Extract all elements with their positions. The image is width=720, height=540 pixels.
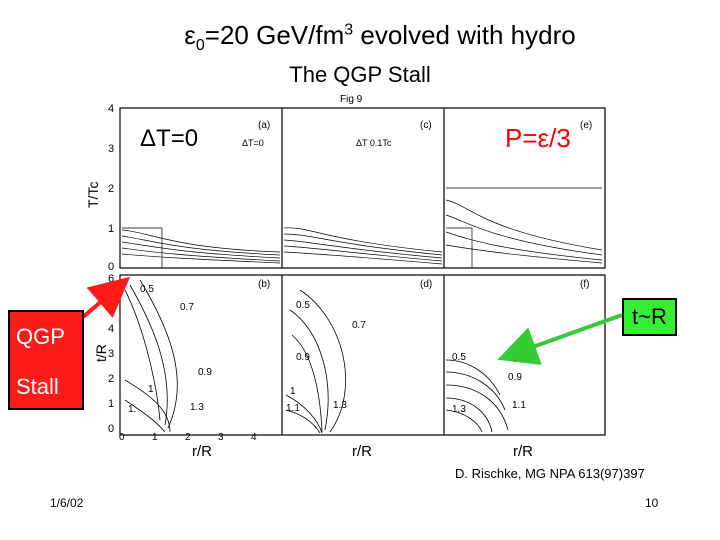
contour-labels-f: 0.5 0.7 0.9 1.1 1.3 xyxy=(452,352,526,415)
panel-a-curves xyxy=(121,227,281,268)
y-label-top: T/Tc xyxy=(85,182,101,208)
x-tick-1: 1 xyxy=(152,432,158,443)
panel-label-d: (d) xyxy=(420,279,432,290)
panel-e-curves xyxy=(445,187,603,268)
top-y-ticks: 4 3 2 1 0 xyxy=(108,103,114,273)
tick-top-1: 1 xyxy=(108,223,114,235)
tick-top-0: 0 xyxy=(108,261,114,273)
slide-title: ε0=20 GeV/fm3 evolved with hydro xyxy=(0,20,720,55)
tick-bottom-1: 1 xyxy=(108,398,114,410)
pressure-annotation: P=ε/3 xyxy=(505,123,571,153)
x-label-2: r/R xyxy=(352,443,372,460)
svg-text:0.7: 0.7 xyxy=(352,320,366,331)
svg-text:1.1: 1.1 xyxy=(512,400,526,411)
x-label-3: r/R xyxy=(513,443,533,460)
svg-text:1.1: 1.1 xyxy=(286,403,300,414)
t-r-arrow xyxy=(497,313,623,366)
delta-t-annotation: ΔT=0 xyxy=(140,125,199,152)
citation: D. Rischke, MG NPA 613(97)397 xyxy=(455,466,645,481)
bottom-row-frame xyxy=(119,274,606,436)
svg-text:1.: 1. xyxy=(128,404,136,415)
x-tick-2: 2 xyxy=(185,432,191,443)
title-subscript: 0 xyxy=(195,37,205,55)
page-number: 10 xyxy=(645,496,659,510)
panel-label-a: (a) xyxy=(258,120,270,131)
y-label-bottom: t/R xyxy=(93,344,109,362)
svg-text:1: 1 xyxy=(290,386,296,397)
tick-bottom-6: 6 xyxy=(108,273,114,285)
x-tick-4: 4 xyxy=(251,432,257,443)
x-tick-0: 0 xyxy=(119,432,125,443)
panel-param-a: ΔT=0 xyxy=(242,138,264,148)
svg-text:1.3: 1.3 xyxy=(190,402,204,413)
panel-label-c: (c) xyxy=(420,120,432,131)
panel-label-b: (b) xyxy=(258,279,270,290)
panel-label-e: (e) xyxy=(580,120,592,131)
panel-label-f: (f) xyxy=(580,279,589,290)
panel-c-curves xyxy=(283,227,443,265)
t-r-callout: t~R xyxy=(622,298,677,336)
svg-text:0.9: 0.9 xyxy=(198,367,212,378)
panel-d-contours xyxy=(285,289,347,434)
tick-bottom-2: 2 xyxy=(108,373,114,385)
svg-text:0.7: 0.7 xyxy=(180,302,194,313)
svg-text:1.3: 1.3 xyxy=(333,400,347,411)
top-row-frame xyxy=(119,107,606,269)
callout-stall-label: Stall xyxy=(16,374,59,399)
callout-qgp-label: QGP xyxy=(16,324,65,349)
x-tick-3: 3 xyxy=(218,432,224,443)
tick-bottom-0: 0 xyxy=(108,423,114,435)
svg-text:0.5: 0.5 xyxy=(296,300,310,311)
contour-labels-b: 0.5 0.7 0.9 1 1.3 1. xyxy=(128,284,212,415)
tick-top-2: 2 xyxy=(108,183,114,195)
panel-f-contours xyxy=(445,359,509,433)
epsilon-symbol: ε xyxy=(184,20,196,50)
tick-top-3: 3 xyxy=(108,143,114,155)
svg-text:0.5: 0.5 xyxy=(452,352,466,363)
svg-text:1: 1 xyxy=(148,384,154,395)
panel-frames xyxy=(119,107,606,436)
x-ticks: 0 1 2 3 4 xyxy=(119,432,257,443)
tick-bottom-4: 4 xyxy=(108,323,114,335)
title-main: =20 GeV/fm xyxy=(204,20,345,50)
svg-text:0.9: 0.9 xyxy=(296,352,310,363)
tick-bottom-5: 5 xyxy=(108,298,114,310)
slide-date: 1/6/02 xyxy=(50,496,84,510)
slide-subtitle: The QGP Stall xyxy=(289,62,431,87)
panel-param-c: ΔT 0.1Tc xyxy=(356,138,392,148)
tick-top-4: 4 xyxy=(108,103,114,115)
fig-label: Fig 9 xyxy=(340,94,363,105)
svg-text:0.5: 0.5 xyxy=(140,284,154,295)
svg-text:1.3: 1.3 xyxy=(452,404,466,415)
tick-bottom-3: 3 xyxy=(108,348,114,360)
contour-labels-d: 0.5 0.7 0.9 1 1.1 1.3 xyxy=(286,300,366,414)
title-suffix: evolved with hydro xyxy=(353,20,576,50)
x-label-1: r/R xyxy=(192,443,212,460)
svg-text:0.9: 0.9 xyxy=(508,372,522,383)
qgp-stall-callout: QGP Stall xyxy=(8,310,84,410)
title-superscript: 3 xyxy=(344,21,354,39)
